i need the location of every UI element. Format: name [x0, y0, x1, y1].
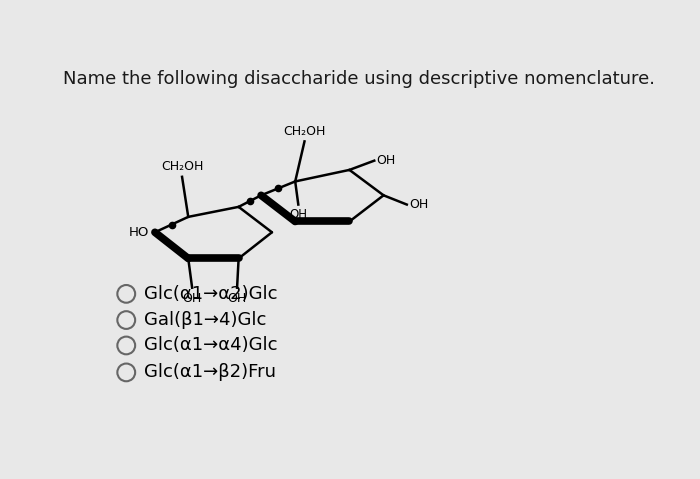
Text: Glc(α1→β2)Fru: Glc(α1→β2)Fru [144, 364, 276, 381]
Text: Name the following disaccharide using descriptive nomenclature.: Name the following disaccharide using de… [63, 70, 655, 89]
Text: Gal(β1→4)Glc: Gal(β1→4)Glc [144, 311, 267, 329]
Text: OH: OH [409, 198, 428, 211]
Text: Glc(α1→α4)Glc: Glc(α1→α4)Glc [144, 336, 278, 354]
Text: OH: OH [377, 154, 395, 167]
Text: OH: OH [289, 208, 307, 221]
Text: HO: HO [128, 226, 148, 239]
Text: CH₂OH: CH₂OH [161, 160, 203, 173]
Text: Glc(α1→α2)Glc: Glc(α1→α2)Glc [144, 285, 278, 303]
Text: CH₂OH: CH₂OH [284, 125, 326, 137]
Text: OH: OH [183, 292, 202, 305]
Text: OH: OH [228, 292, 246, 305]
